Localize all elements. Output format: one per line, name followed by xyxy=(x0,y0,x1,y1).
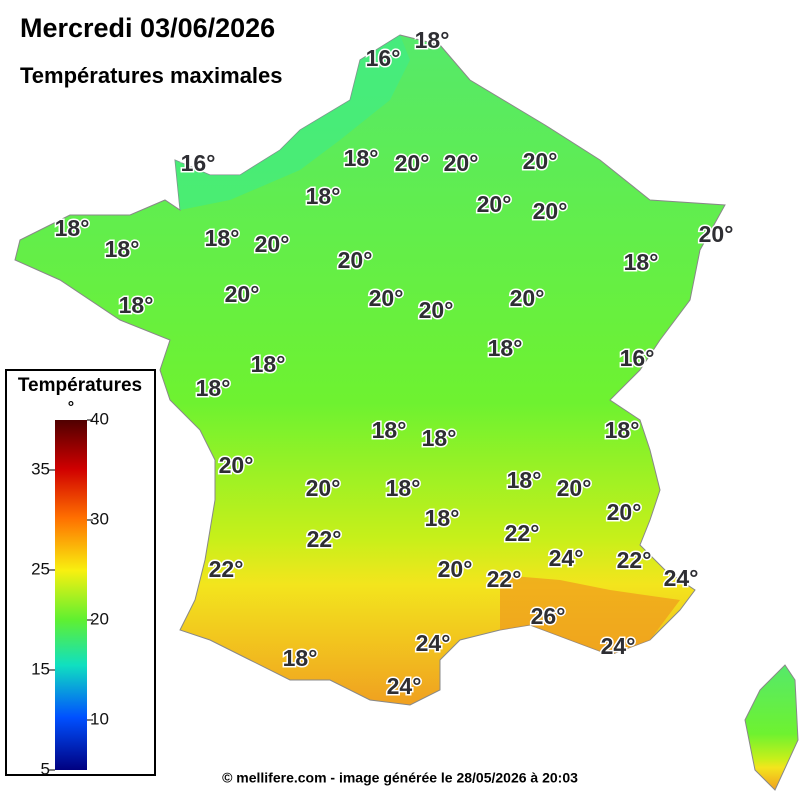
title: Mercredi 03/06/2026 xyxy=(20,13,275,43)
isotherm-label: 24° xyxy=(664,565,699,591)
isotherm-label: 20° xyxy=(438,556,473,582)
legend-tick-label: 15 xyxy=(31,659,50,678)
legend-title: Températures xyxy=(18,375,142,396)
isotherm-label: 20° xyxy=(444,150,479,176)
isotherm-label: 20° xyxy=(369,285,404,311)
legend-tick-label: 25 xyxy=(31,559,50,578)
isotherm-label: 20° xyxy=(477,191,512,217)
isotherm-label: 18° xyxy=(372,417,407,443)
isotherm-label: 18° xyxy=(415,27,450,53)
isotherm-label: 20° xyxy=(255,231,290,257)
corsica xyxy=(744,664,799,791)
isotherm-label: 24° xyxy=(549,545,584,571)
isotherm-label: 26° xyxy=(531,603,566,629)
isotherm-label: 18° xyxy=(386,475,421,501)
isotherm-label: 20° xyxy=(699,221,734,247)
isotherm-label: 20° xyxy=(533,198,568,224)
isotherm-label: 20° xyxy=(607,499,642,525)
isotherm-label: 20° xyxy=(225,281,260,307)
subtitle: Températures maximales xyxy=(20,63,283,88)
isotherm-label: 22° xyxy=(209,556,244,582)
legend-tick-label: 20 xyxy=(90,609,109,628)
isotherm-label: 18° xyxy=(425,505,460,531)
isotherm-label: 22° xyxy=(487,566,522,592)
legend-tick-label: 40 xyxy=(90,409,109,428)
isotherm-labels: 18°16°16° 18° 20° 20° 20°20° 20°18°18°18° 18° 2… xyxy=(53,26,735,701)
isotherm-label: 20° xyxy=(510,285,545,311)
nw-cool-zone xyxy=(175,35,410,210)
isotherm-label: 18° xyxy=(344,145,379,171)
isotherm-label: 20° xyxy=(395,150,430,176)
legend-tick-label: 30 xyxy=(90,509,109,528)
legend-tick-label: 10 xyxy=(90,709,109,728)
legend-ticks: 5 10 15 20 25 30 35 40 xyxy=(31,409,109,778)
isotherm-label: 16° xyxy=(181,150,216,176)
isotherm-label: 18° xyxy=(119,292,154,318)
isotherm-label: 20° xyxy=(523,148,558,174)
isotherm-label: 16° xyxy=(366,45,401,71)
isotherm-label: 18° xyxy=(283,645,318,671)
isotherm-label: 18° xyxy=(196,375,231,401)
isotherm-label: 20° xyxy=(338,247,373,273)
isotherm-label: 20° xyxy=(419,297,454,323)
footer: © mellifere.com - image générée le 28/05… xyxy=(222,770,578,786)
color-bar xyxy=(55,420,87,770)
isotherm-label: 22° xyxy=(617,547,652,573)
isotherm-label: 18° xyxy=(488,335,523,361)
legend-tick-label: 5 xyxy=(41,759,50,778)
isotherm-label: 20° xyxy=(557,475,592,501)
isotherm-label: 20° xyxy=(219,452,254,478)
isotherm-label: 18° xyxy=(605,417,640,443)
isotherm-label: 18° xyxy=(306,183,341,209)
isotherm-label: 24° xyxy=(601,633,636,659)
isotherm-label: 18° xyxy=(55,215,90,241)
isotherm-label: 18° xyxy=(422,425,457,451)
isotherm-label: 16° xyxy=(620,345,655,371)
isotherm-label: 24° xyxy=(416,630,451,656)
isotherm-label: 18° xyxy=(624,249,659,275)
isotherm-label: 24° xyxy=(387,673,422,699)
isotherm-label: 18° xyxy=(251,351,286,377)
legend-tick-label: 35 xyxy=(31,459,50,478)
isotherm-label: 20° xyxy=(306,475,341,501)
isotherm-label: 22° xyxy=(505,520,540,546)
isotherm-label: 18° xyxy=(205,225,240,251)
isotherm-label: 18° xyxy=(105,236,140,262)
legend-unit: ° xyxy=(68,399,74,416)
isotherm-label: 22° xyxy=(307,526,342,552)
isotherm-label: 18° xyxy=(507,467,542,493)
south-warm-zone xyxy=(500,575,680,655)
